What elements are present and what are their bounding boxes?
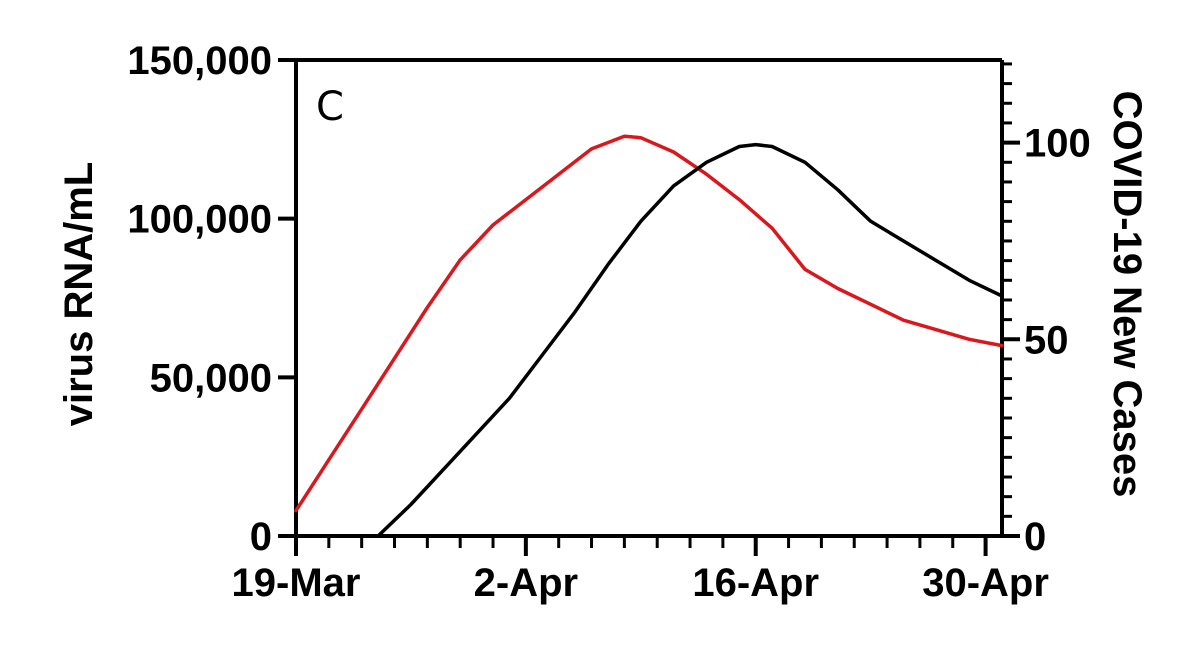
y-left-tick-label: 0 [250,515,272,559]
y-left-tick-label: 100,000 [127,198,272,242]
y-right-tick-label: 50 [1024,318,1069,362]
y-right-tick-label: 100 [1024,122,1091,166]
x-tick-label: 30-Apr [922,561,1049,605]
y-left-tick-label: 50,000 [150,356,272,400]
series-line-virus-rna [294,134,1004,513]
tick-labels: 0 50,000 100,000 150,000 0 50 100 19-Mar 2-Apr 16… [127,39,1090,605]
series [294,134,1004,538]
x-tick-label: 2-Apr [474,561,578,605]
y-right-tick-label: 0 [1024,515,1046,559]
y-left-tick-label: 150,000 [127,39,272,83]
series-line-new-cases [376,142,1004,538]
axes [294,58,1004,538]
x-tick-label: 16-Apr [692,561,819,605]
panel-label: C [316,84,344,130]
x-tick-label: 19-Mar [232,561,361,605]
y-right-axis-title: COVID-19 New Cases [1105,91,1149,498]
y-left-axis-title: virus RNA/mL [57,162,101,427]
ticks [278,58,1020,556]
